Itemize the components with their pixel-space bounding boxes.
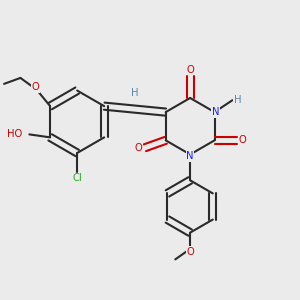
Text: H: H — [131, 88, 139, 98]
Text: H: H — [234, 95, 242, 105]
Text: O: O — [134, 143, 142, 153]
Text: O: O — [186, 65, 194, 75]
Text: O: O — [239, 135, 247, 145]
Text: Cl: Cl — [72, 173, 82, 183]
Text: N: N — [212, 107, 219, 117]
Text: HO: HO — [7, 129, 22, 140]
Text: O: O — [32, 82, 39, 92]
Text: O: O — [186, 247, 194, 257]
Text: N: N — [186, 151, 194, 161]
